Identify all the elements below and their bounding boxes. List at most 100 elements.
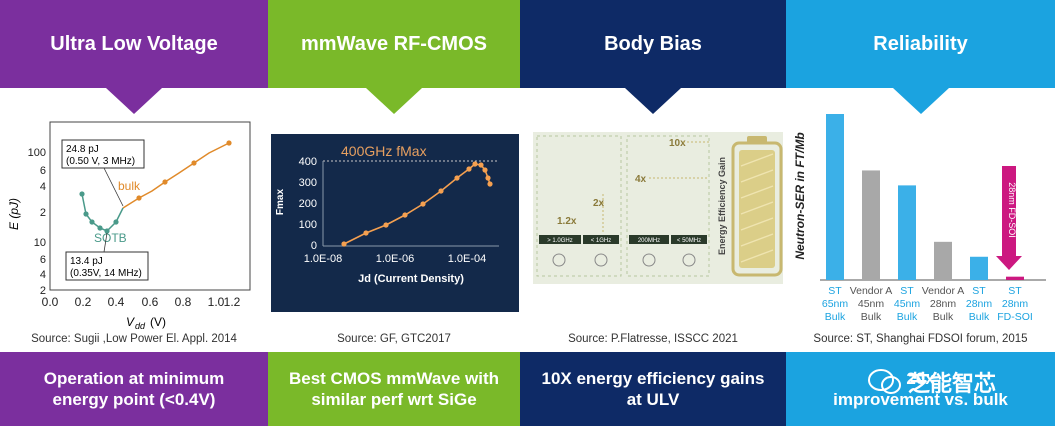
- fmax-chart: 400GHz fMax 400 300 200 100 0 Fmax 1.0E-…: [271, 134, 519, 312]
- column-mmwave: mmWave RF-CMOS 400GHz fMax 400 300 200 1…: [268, 0, 520, 426]
- y-tick: 300: [299, 177, 317, 189]
- footer-line2: similar perf wrt SiGe: [311, 390, 477, 409]
- source-text: Source: Sugii ,Low Power El. Appl. 2014: [31, 333, 237, 345]
- gauge-icon: [552, 253, 696, 267]
- bulk-point: [162, 179, 168, 185]
- source-text: Source: P.Flatresse, ISSCC 2021: [568, 333, 738, 345]
- category-label: ST: [1008, 285, 1022, 297]
- gain-label: 2x: [593, 198, 605, 209]
- header-reliability: Reliability: [786, 0, 1055, 88]
- footer-line1: Best CMOS mmWave with: [288, 369, 500, 388]
- x-axis-label: Jd (Current Density): [358, 273, 464, 285]
- category-label: Bulk: [933, 311, 954, 323]
- ser-bar: [898, 185, 916, 280]
- footer-line2: at ULV: [626, 390, 680, 409]
- column-reliability: Reliability Neutron-SER in FT/Mb ST 65nm B…: [786, 0, 1055, 426]
- footer-body-bias: 10X energy efficiency gains at ULV: [520, 352, 786, 426]
- fmax-point: [487, 181, 493, 187]
- header-body-bias: Body Bias: [520, 0, 786, 88]
- category-label: Vendor A: [922, 285, 965, 297]
- sotb-label: SOTB: [94, 231, 127, 245]
- y-tick: 100: [28, 147, 46, 159]
- x-tick: 1.0E-06: [376, 253, 415, 265]
- x-axis-label-unit: (V): [150, 315, 166, 329]
- fmax-point: [485, 175, 491, 181]
- y-tick: 0: [311, 240, 317, 252]
- source-text: Source: GF, GTC2017: [337, 333, 451, 345]
- category-label: 45nm: [894, 298, 921, 310]
- footer-line1: Operation at minimum: [43, 369, 225, 388]
- category-label: 45nm: [858, 298, 885, 310]
- bulk-label: bulk: [118, 179, 141, 193]
- category-label: 65nm: [822, 298, 849, 310]
- y-tick: 4: [40, 181, 46, 193]
- freq-label: < 1GHz: [591, 238, 612, 244]
- gain-label: 10x: [669, 138, 686, 149]
- energy-vs-vdd-chart: 0.0 0.2 0.4 0.6 0.8 1.0 1.2 100 6 4 2 10…: [7, 121, 251, 331]
- footer-mmwave: Best CMOS mmWave with similar perf wrt Si…: [268, 352, 520, 426]
- fmax-point: [363, 230, 369, 236]
- sotb-annotation-line1: 13.4 pJ: [70, 256, 103, 267]
- x-tick: 1.0E-08: [304, 253, 343, 265]
- footer-line1: 20x: [906, 369, 935, 388]
- category-label: ST: [900, 285, 914, 297]
- fmax-point: [454, 175, 460, 181]
- footer-reliability: 20x improvement vs. bulk: [786, 352, 1055, 426]
- chat-bubble-icon: [868, 369, 901, 394]
- sotb-point: [113, 219, 119, 225]
- category-label: ST: [972, 285, 986, 297]
- y-tick: 400: [299, 156, 317, 168]
- fmax-point: [420, 201, 426, 207]
- footer-ultra-low-voltage: Operation at minimum energy point (<0.4V): [0, 352, 268, 426]
- side-label: Energy Efficiency Gain: [717, 157, 727, 255]
- category-label: Bulk: [897, 311, 918, 323]
- x-tick: 0.2: [75, 295, 92, 309]
- category-label: Bulk: [969, 311, 990, 323]
- bulk-annotation-line1: 24.8 pJ: [66, 144, 99, 155]
- freq-label: < 50MHz: [677, 238, 701, 244]
- bulk-annotation-box: [61, 139, 145, 169]
- freq-label: 200MHz: [638, 238, 660, 244]
- category-label: Bulk: [861, 311, 882, 323]
- category-label: 28nm: [930, 298, 957, 310]
- x-tick: 1.0E-04: [448, 253, 487, 265]
- bulk-annotation-line2: (0.50 V, 3 MHz): [66, 156, 135, 167]
- freq-label: > 1.0GHz: [547, 238, 573, 244]
- footer-line2: improvement vs. bulk: [833, 390, 1008, 409]
- down-arrow-icon: [892, 88, 949, 114]
- y-tick: 6: [40, 254, 46, 266]
- chart-title: 400GHz fMax: [341, 143, 427, 159]
- y-tick: 4: [40, 269, 46, 281]
- y-tick: 200: [299, 198, 317, 210]
- y-axis-label: E (pJ): [7, 198, 21, 230]
- gain-label: 4x: [635, 174, 647, 185]
- down-arrow-icon: [106, 88, 162, 114]
- bulk-point: [226, 140, 232, 146]
- header-mmwave: mmWave RF-CMOS: [268, 0, 520, 88]
- header-ultra-low-voltage: Ultra Low Voltage: [0, 0, 268, 88]
- column-body-bias: Body Bias 10x 4x 2x 1.2x > 1.0GHz < 1GHz: [520, 0, 786, 426]
- y-tick: 6: [40, 165, 46, 177]
- bulk-point: [136, 195, 142, 201]
- x-axis-label-sub: dd: [135, 321, 146, 331]
- fmax-point: [341, 241, 347, 247]
- watermark-text: 芝能智芯: [908, 371, 997, 396]
- category-label: FD-SOI: [997, 311, 1033, 323]
- x-tick: 0.0: [42, 295, 59, 309]
- x-tick: 0.6: [142, 295, 159, 309]
- x-tick: 0.8: [175, 295, 192, 309]
- source-text: Source: ST, Shanghai FDSOI forum, 2015: [813, 333, 1028, 345]
- ser-bar: [826, 114, 844, 280]
- sotb-annotation-box: [65, 251, 149, 281]
- ser-bar: [1006, 276, 1024, 280]
- column-ultra-low-voltage: Ultra Low Voltage 0.0 0.2 0.4 0.6 0.8 1.…: [0, 0, 268, 426]
- y-tick: 2: [40, 285, 46, 297]
- gain-label: 1.2x: [557, 216, 577, 227]
- down-arrow-icon: [366, 88, 422, 114]
- data-points: [79, 140, 232, 234]
- bulk-point: [191, 160, 197, 166]
- fd-soi-arrow-icon: 28nm FD-SOI: [996, 166, 1022, 270]
- category-label: Bulk: [825, 311, 846, 323]
